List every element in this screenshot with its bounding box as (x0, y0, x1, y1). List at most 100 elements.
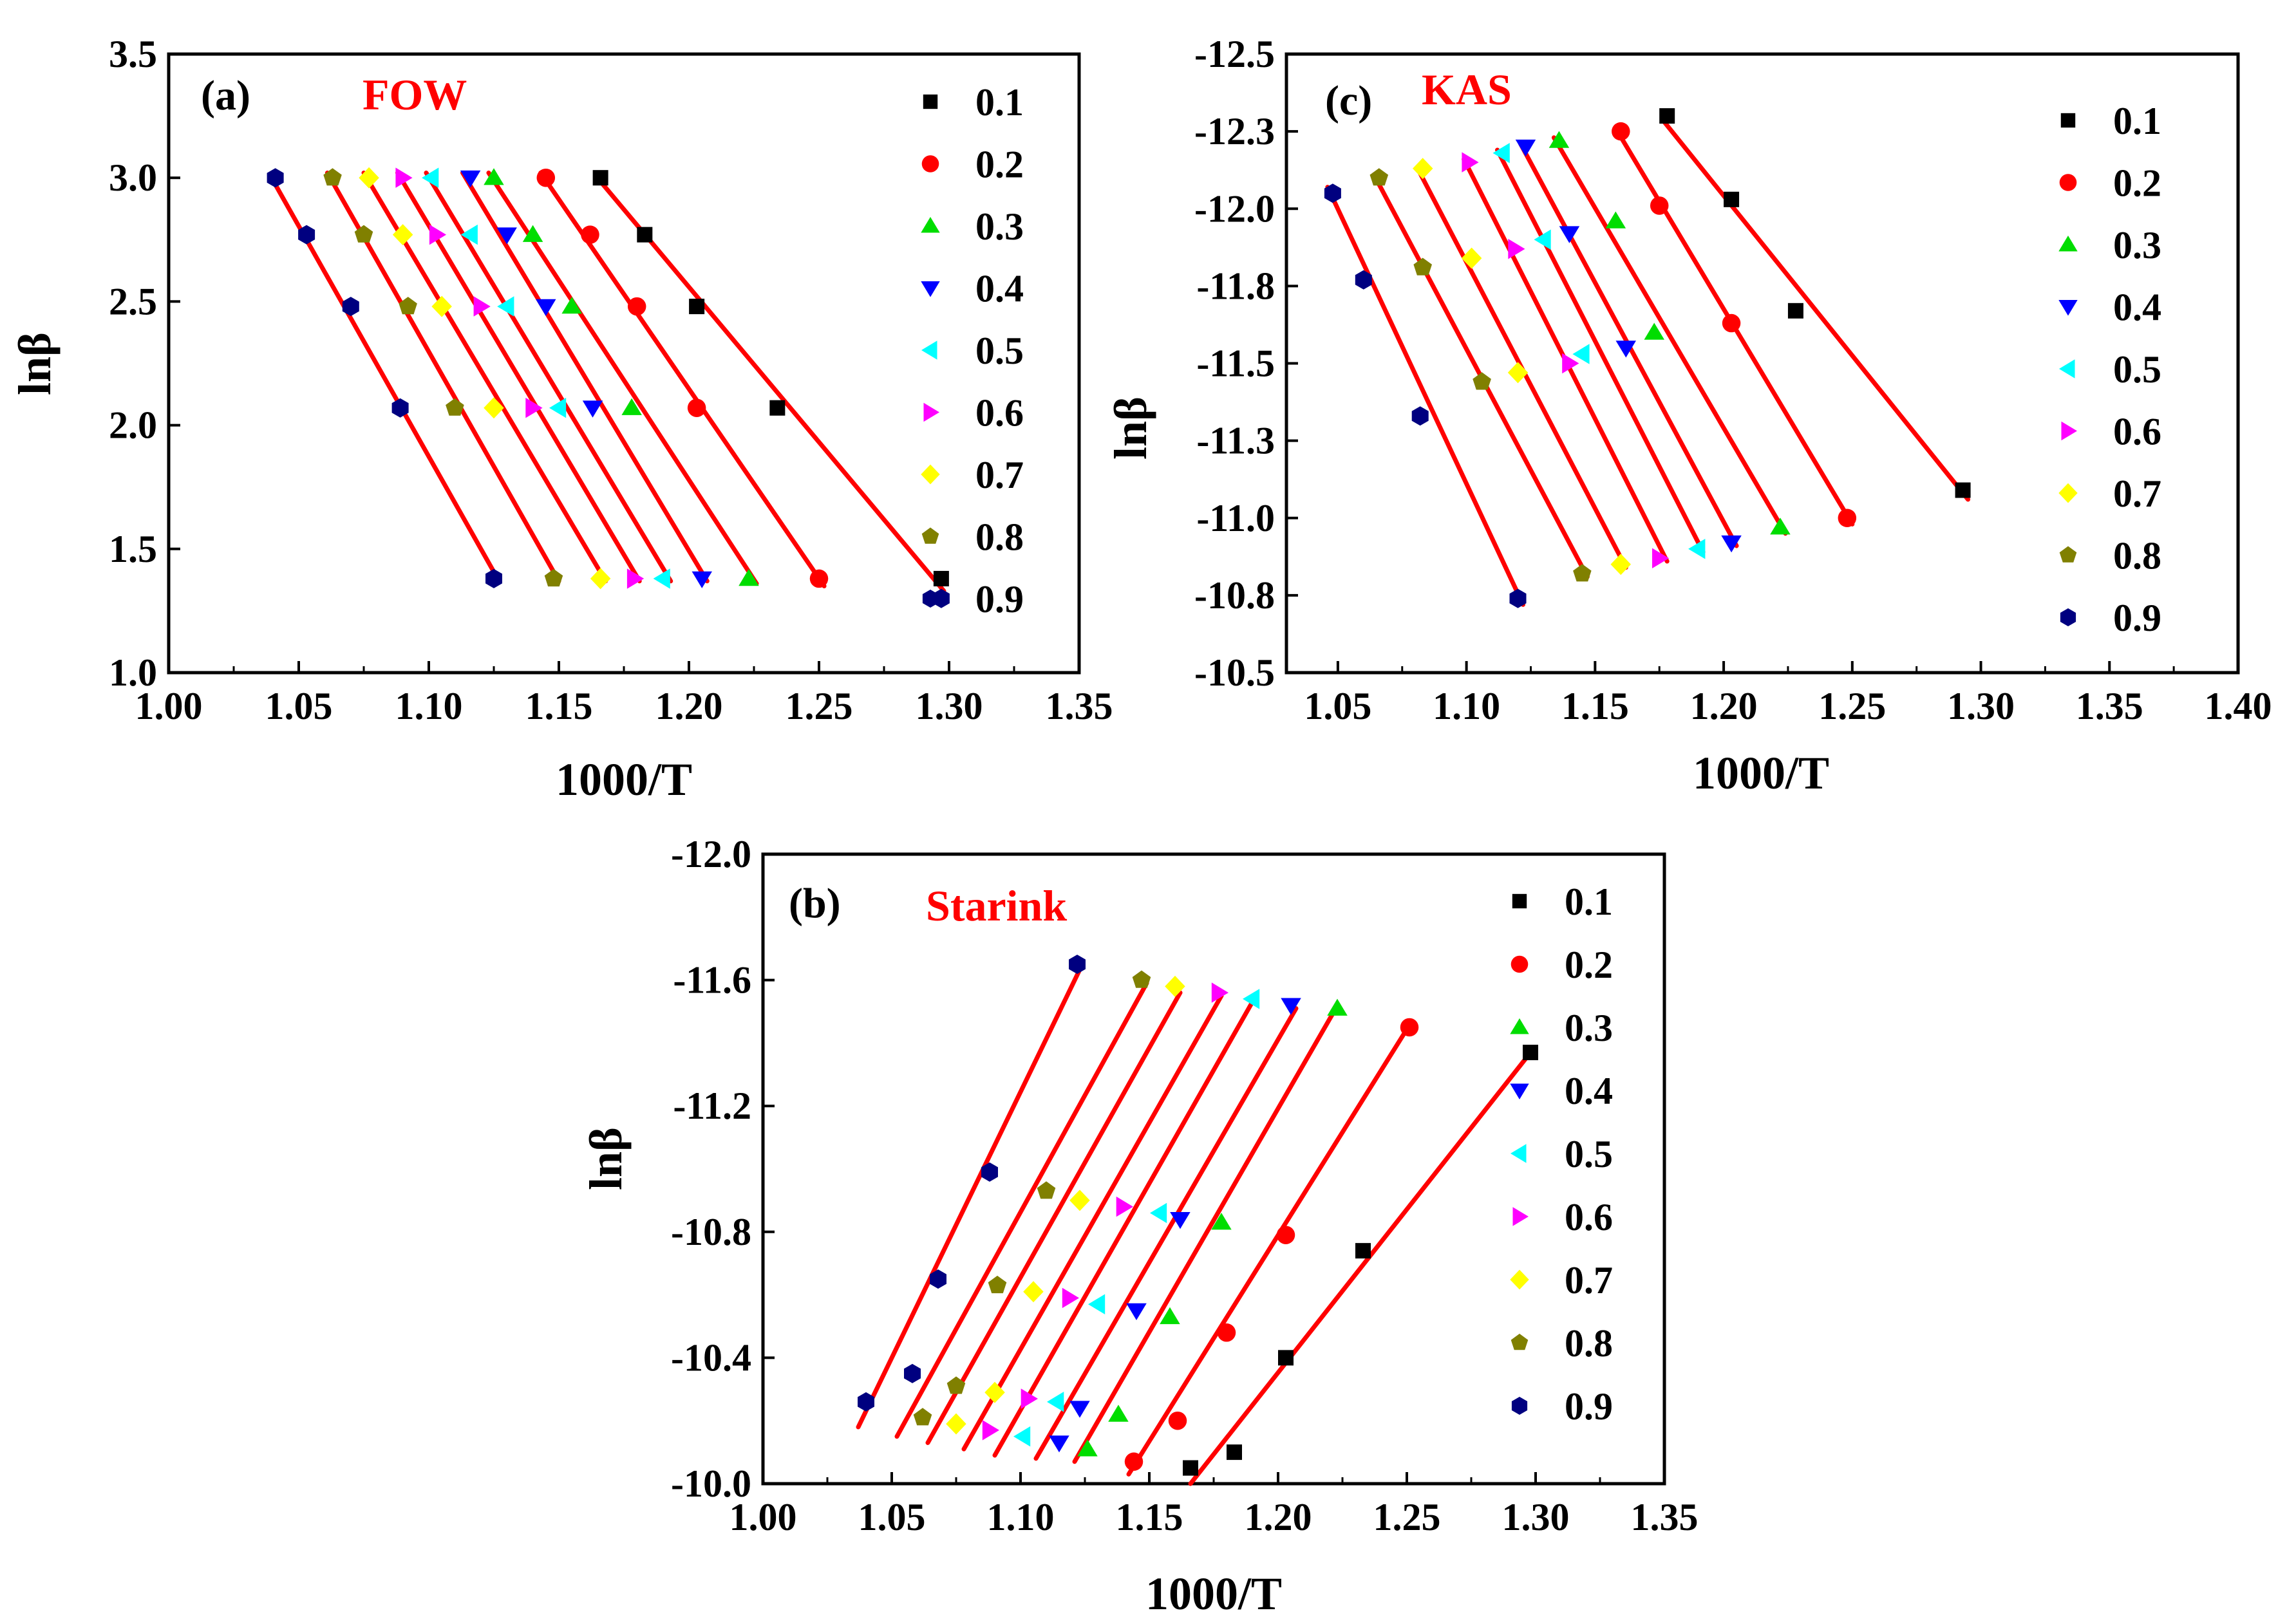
x-tick-label: 1.10 (395, 685, 463, 727)
data-point-0.9 (904, 1363, 921, 1383)
legend-label: 0.9 (1565, 1385, 1613, 1428)
legend-label: 0.5 (2113, 348, 2161, 391)
data-point-0.5 (549, 397, 567, 418)
panel-method-label: KAS (1422, 65, 1512, 114)
y-tick-label: 2.0 (109, 404, 157, 447)
data-point-0.7 (984, 1381, 1005, 1403)
data-point-0.7 (392, 224, 413, 246)
data-point-0.3 (522, 225, 543, 242)
legend-label: 0.6 (1565, 1196, 1613, 1238)
data-point-0.1 (1183, 1460, 1198, 1476)
x-axis-title: 1000/T (556, 754, 692, 805)
fit-line-0.8 (894, 980, 1149, 1439)
data-point-0.3 (1108, 1405, 1129, 1422)
legend-label: 0.3 (1565, 1007, 1613, 1049)
data-point-0.3 (1211, 1213, 1232, 1230)
fit-line-0.1 (593, 173, 946, 593)
legend-label: 0.4 (975, 268, 1024, 310)
legend-marker (1511, 955, 1529, 973)
data-point-0.7 (1610, 554, 1631, 575)
data-point-0.1 (689, 299, 705, 315)
legend-label: 0.4 (2113, 286, 2161, 329)
data-point-0.1 (1659, 108, 1675, 124)
data-point-0.6 (1021, 1388, 1038, 1409)
data-point-0.3 (484, 168, 504, 185)
fit-line-0.3 (1551, 135, 1788, 536)
chart-panel: 1.00 1.05 1.10 1.15 1.20 1.25 1.30 1.35 -10.0 -10… (580, 833, 1699, 1619)
y-tick-label: -11.5 (1196, 342, 1275, 385)
data-point-0.8 (1413, 257, 1432, 275)
legend-marker (2059, 174, 2077, 191)
panel-method-label: FOW (362, 70, 467, 119)
x-tick-label: 1.25 (786, 685, 853, 727)
data-point-0.3 (1160, 1307, 1180, 1325)
data-point-0.5 (1572, 344, 1590, 364)
data-point-0.3 (621, 398, 642, 415)
x-axis-title: 1000/T (1693, 747, 1829, 799)
data-point-0.7 (1165, 975, 1185, 997)
data-point-0.1 (1787, 303, 1803, 319)
legend-marker (921, 281, 940, 297)
fit-line-0.4 (460, 171, 710, 584)
x-tick-label: 1.15 (525, 685, 593, 727)
data-point-0.9 (1509, 588, 1527, 608)
data-point-0.2 (1650, 196, 1669, 215)
x-tick-label: 1.25 (1818, 685, 1886, 727)
fit-line-0.1 (1188, 1047, 1536, 1486)
data-point-0.6 (429, 224, 447, 245)
y-tick-label: -10.4 (671, 1336, 751, 1379)
y-tick-label: -11.0 (1196, 497, 1275, 539)
fit-line-0.9 (856, 962, 1085, 1430)
x-tick-label: 1.20 (1245, 1496, 1312, 1538)
fit-line-0.9 (1325, 185, 1526, 607)
legend-marker (923, 402, 939, 422)
y-tick-label: -12.0 (1194, 187, 1275, 230)
data-point-0.4 (692, 571, 712, 588)
panel-letter: (c) (1325, 77, 1372, 124)
data-point-0.4 (1559, 226, 1580, 243)
fit-line-0.5 (424, 171, 673, 584)
data-point-0.8 (446, 398, 464, 416)
legend-label: 0.8 (1565, 1322, 1613, 1365)
y-tick-label: 1.0 (109, 651, 157, 694)
legend-marker (2060, 113, 2076, 128)
data-point-0.1 (592, 170, 608, 186)
data-point-0.8 (913, 1408, 932, 1426)
data-point-0.9 (391, 398, 409, 418)
data-point-0.5 (1492, 143, 1510, 163)
fit-line-0.3 (1072, 1012, 1335, 1464)
data-point-0.7 (1413, 158, 1433, 180)
legend-label: 0.7 (975, 454, 1024, 496)
data-point-0.1 (1724, 191, 1740, 207)
data-point-0.8 (1369, 168, 1389, 186)
data-point-0.5 (1688, 539, 1706, 559)
y-tick-label: 3.0 (109, 156, 157, 199)
data-point-0.5 (1150, 1202, 1167, 1224)
data-point-0.3 (1077, 1439, 1098, 1457)
data-point-0.5 (497, 296, 514, 317)
legend-label: 0.9 (2113, 597, 2161, 639)
legend-marker (1512, 1207, 1529, 1226)
data-point-0.2 (1612, 122, 1630, 141)
y-tick-label: -10.8 (671, 1211, 751, 1253)
y-tick-label: -10.8 (1194, 574, 1275, 617)
data-point-0.2 (687, 398, 706, 417)
data-point-0.5 (1088, 1294, 1106, 1314)
y-tick-label: -10.0 (671, 1462, 751, 1505)
data-point-0.8 (399, 297, 417, 315)
data-point-0.9 (1411, 406, 1429, 426)
x-tick-label: 1.30 (916, 685, 983, 727)
data-point-0.9 (1069, 955, 1086, 975)
legend-marker (1510, 1083, 1529, 1099)
panel-letter: (b) (789, 880, 841, 927)
data-point-0.7 (484, 397, 504, 419)
y-axis-title: lnβ (9, 332, 61, 395)
fit-line-0.2 (1126, 1018, 1415, 1477)
data-point-0.3 (1605, 211, 1626, 229)
legend-marker (1510, 1269, 1529, 1290)
data-point-0.9 (342, 297, 359, 317)
data-point-0.8 (544, 568, 563, 587)
data-point-0.2 (1276, 1226, 1295, 1244)
x-axis-title: 1000/T (1145, 1568, 1282, 1619)
data-point-0.8 (946, 1376, 966, 1394)
